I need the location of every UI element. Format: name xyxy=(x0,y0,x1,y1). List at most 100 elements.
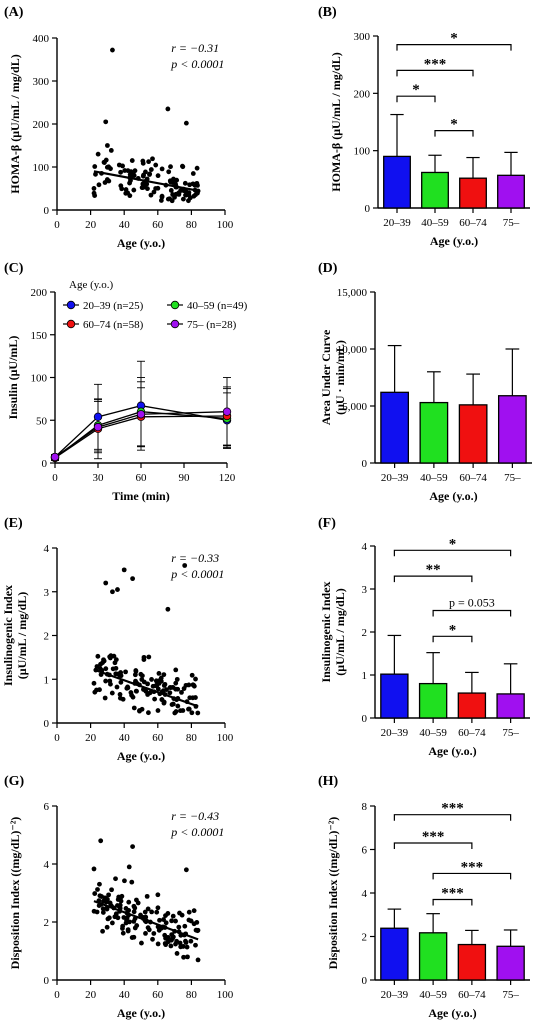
significance-bracket xyxy=(432,872,512,880)
bar-75– xyxy=(497,395,527,464)
data-point xyxy=(187,182,193,188)
x-tick-label-H-3: 75– xyxy=(502,989,519,1001)
significance-bracket xyxy=(393,549,512,557)
data-point xyxy=(183,938,188,944)
data-point xyxy=(115,915,121,921)
regression-line xyxy=(93,668,199,708)
data-point xyxy=(185,954,190,960)
data-point xyxy=(145,906,151,912)
data-point xyxy=(100,906,106,912)
data-point xyxy=(146,927,152,933)
data-point xyxy=(173,680,179,686)
data-point xyxy=(104,164,110,170)
significance-bracket xyxy=(432,898,473,906)
data-point xyxy=(146,159,152,165)
legend-marker-3 xyxy=(170,319,180,329)
y-axis-label: Insulinogenic Index xyxy=(319,581,333,682)
data-point xyxy=(103,157,109,163)
y-tick-label-D-3: 15,000 xyxy=(337,287,368,299)
data-point xyxy=(127,919,132,925)
x-tick-label-D-2: 60–74 xyxy=(459,472,487,484)
y-tick-label-C-0: 0 xyxy=(42,458,48,470)
significance-label-1: *** xyxy=(422,829,445,845)
x-tick-label-E-3: 60 xyxy=(152,732,164,744)
y-tick-label-F-2: 2 xyxy=(362,627,368,639)
x-axis-label: Age (y.o.) xyxy=(117,236,165,250)
data-point xyxy=(147,171,153,177)
data-point xyxy=(121,915,127,920)
bar-40–59 xyxy=(421,171,449,209)
significance-bracket xyxy=(393,575,473,583)
x-tick-label-C-4: 120 xyxy=(219,472,236,484)
x-tick-label-F-2: 60–74 xyxy=(458,727,486,739)
data-point xyxy=(182,923,188,929)
y-tick-label-D-0: 0 xyxy=(362,458,368,470)
panel-label: (G) xyxy=(4,774,25,789)
data-point xyxy=(118,670,124,675)
bar-20–39 xyxy=(383,155,411,209)
data-point xyxy=(128,690,134,695)
significance-label-3: * xyxy=(449,622,457,638)
data-point xyxy=(139,940,144,946)
data-point-outlier xyxy=(105,143,110,148)
x-tick-label-B-3: 75– xyxy=(503,217,520,229)
x-tick-label-G-1: 20 xyxy=(85,989,97,1001)
data-point xyxy=(159,697,165,702)
data-point xyxy=(91,186,97,191)
bar-75– xyxy=(496,945,525,981)
significance-label-0: * xyxy=(449,536,457,552)
data-point xyxy=(148,192,154,198)
data-point xyxy=(91,866,97,872)
bar-40–59 xyxy=(418,932,448,981)
data-point xyxy=(105,896,110,902)
y-tick-label-B-1: 100 xyxy=(354,146,371,158)
x-axis-label: Age (y.o.) xyxy=(117,749,165,763)
data-point xyxy=(142,909,148,915)
y-tick-label-C-4: 200 xyxy=(31,287,48,299)
data-point xyxy=(155,708,161,713)
series-line-2 xyxy=(54,415,228,459)
x-tick-label-C-0: 0 xyxy=(52,472,58,484)
significance-label-2: *** xyxy=(461,859,484,875)
data-point xyxy=(122,878,127,884)
data-point-outlier xyxy=(103,119,109,125)
data-point xyxy=(177,910,182,916)
data-point xyxy=(129,158,135,163)
legend-entry-1: 40–59 (n=49) xyxy=(187,300,248,312)
legend-marker-1 xyxy=(170,300,180,310)
y-axis-label: Disposition Index ((mg/dL)⁻²) xyxy=(326,817,340,970)
data-point xyxy=(140,181,146,187)
data-point xyxy=(144,893,150,899)
data-point xyxy=(131,909,137,915)
data-point xyxy=(97,687,102,693)
data-point xyxy=(141,679,147,685)
data-point xyxy=(125,927,131,933)
data-point xyxy=(162,941,168,946)
data-point xyxy=(143,930,148,936)
data-point xyxy=(155,941,161,947)
x-tick-label-H-2: 60–74 xyxy=(458,989,486,1001)
data-point xyxy=(172,710,178,716)
data-point xyxy=(155,686,161,692)
data-point xyxy=(175,703,181,709)
data-point xyxy=(95,887,100,892)
data-point xyxy=(144,181,150,187)
y-tick-label-H-2: 4 xyxy=(362,888,368,900)
data-point xyxy=(102,695,108,701)
data-point xyxy=(109,887,114,893)
data-point-outlier xyxy=(165,106,171,112)
y-axis-label: Insulin (μU/mL) xyxy=(6,336,20,420)
y-tick-label-G-2: 4 xyxy=(44,859,50,871)
panel-label: (H) xyxy=(318,774,339,789)
x-tick-label-G-0: 0 xyxy=(54,989,60,1001)
data-point xyxy=(120,696,126,702)
data-point xyxy=(93,171,98,177)
data-point xyxy=(131,187,137,193)
data-point xyxy=(126,899,132,905)
y-tick-label-B-0: 0 xyxy=(365,203,371,215)
data-point xyxy=(195,927,201,933)
data-point xyxy=(169,198,175,204)
